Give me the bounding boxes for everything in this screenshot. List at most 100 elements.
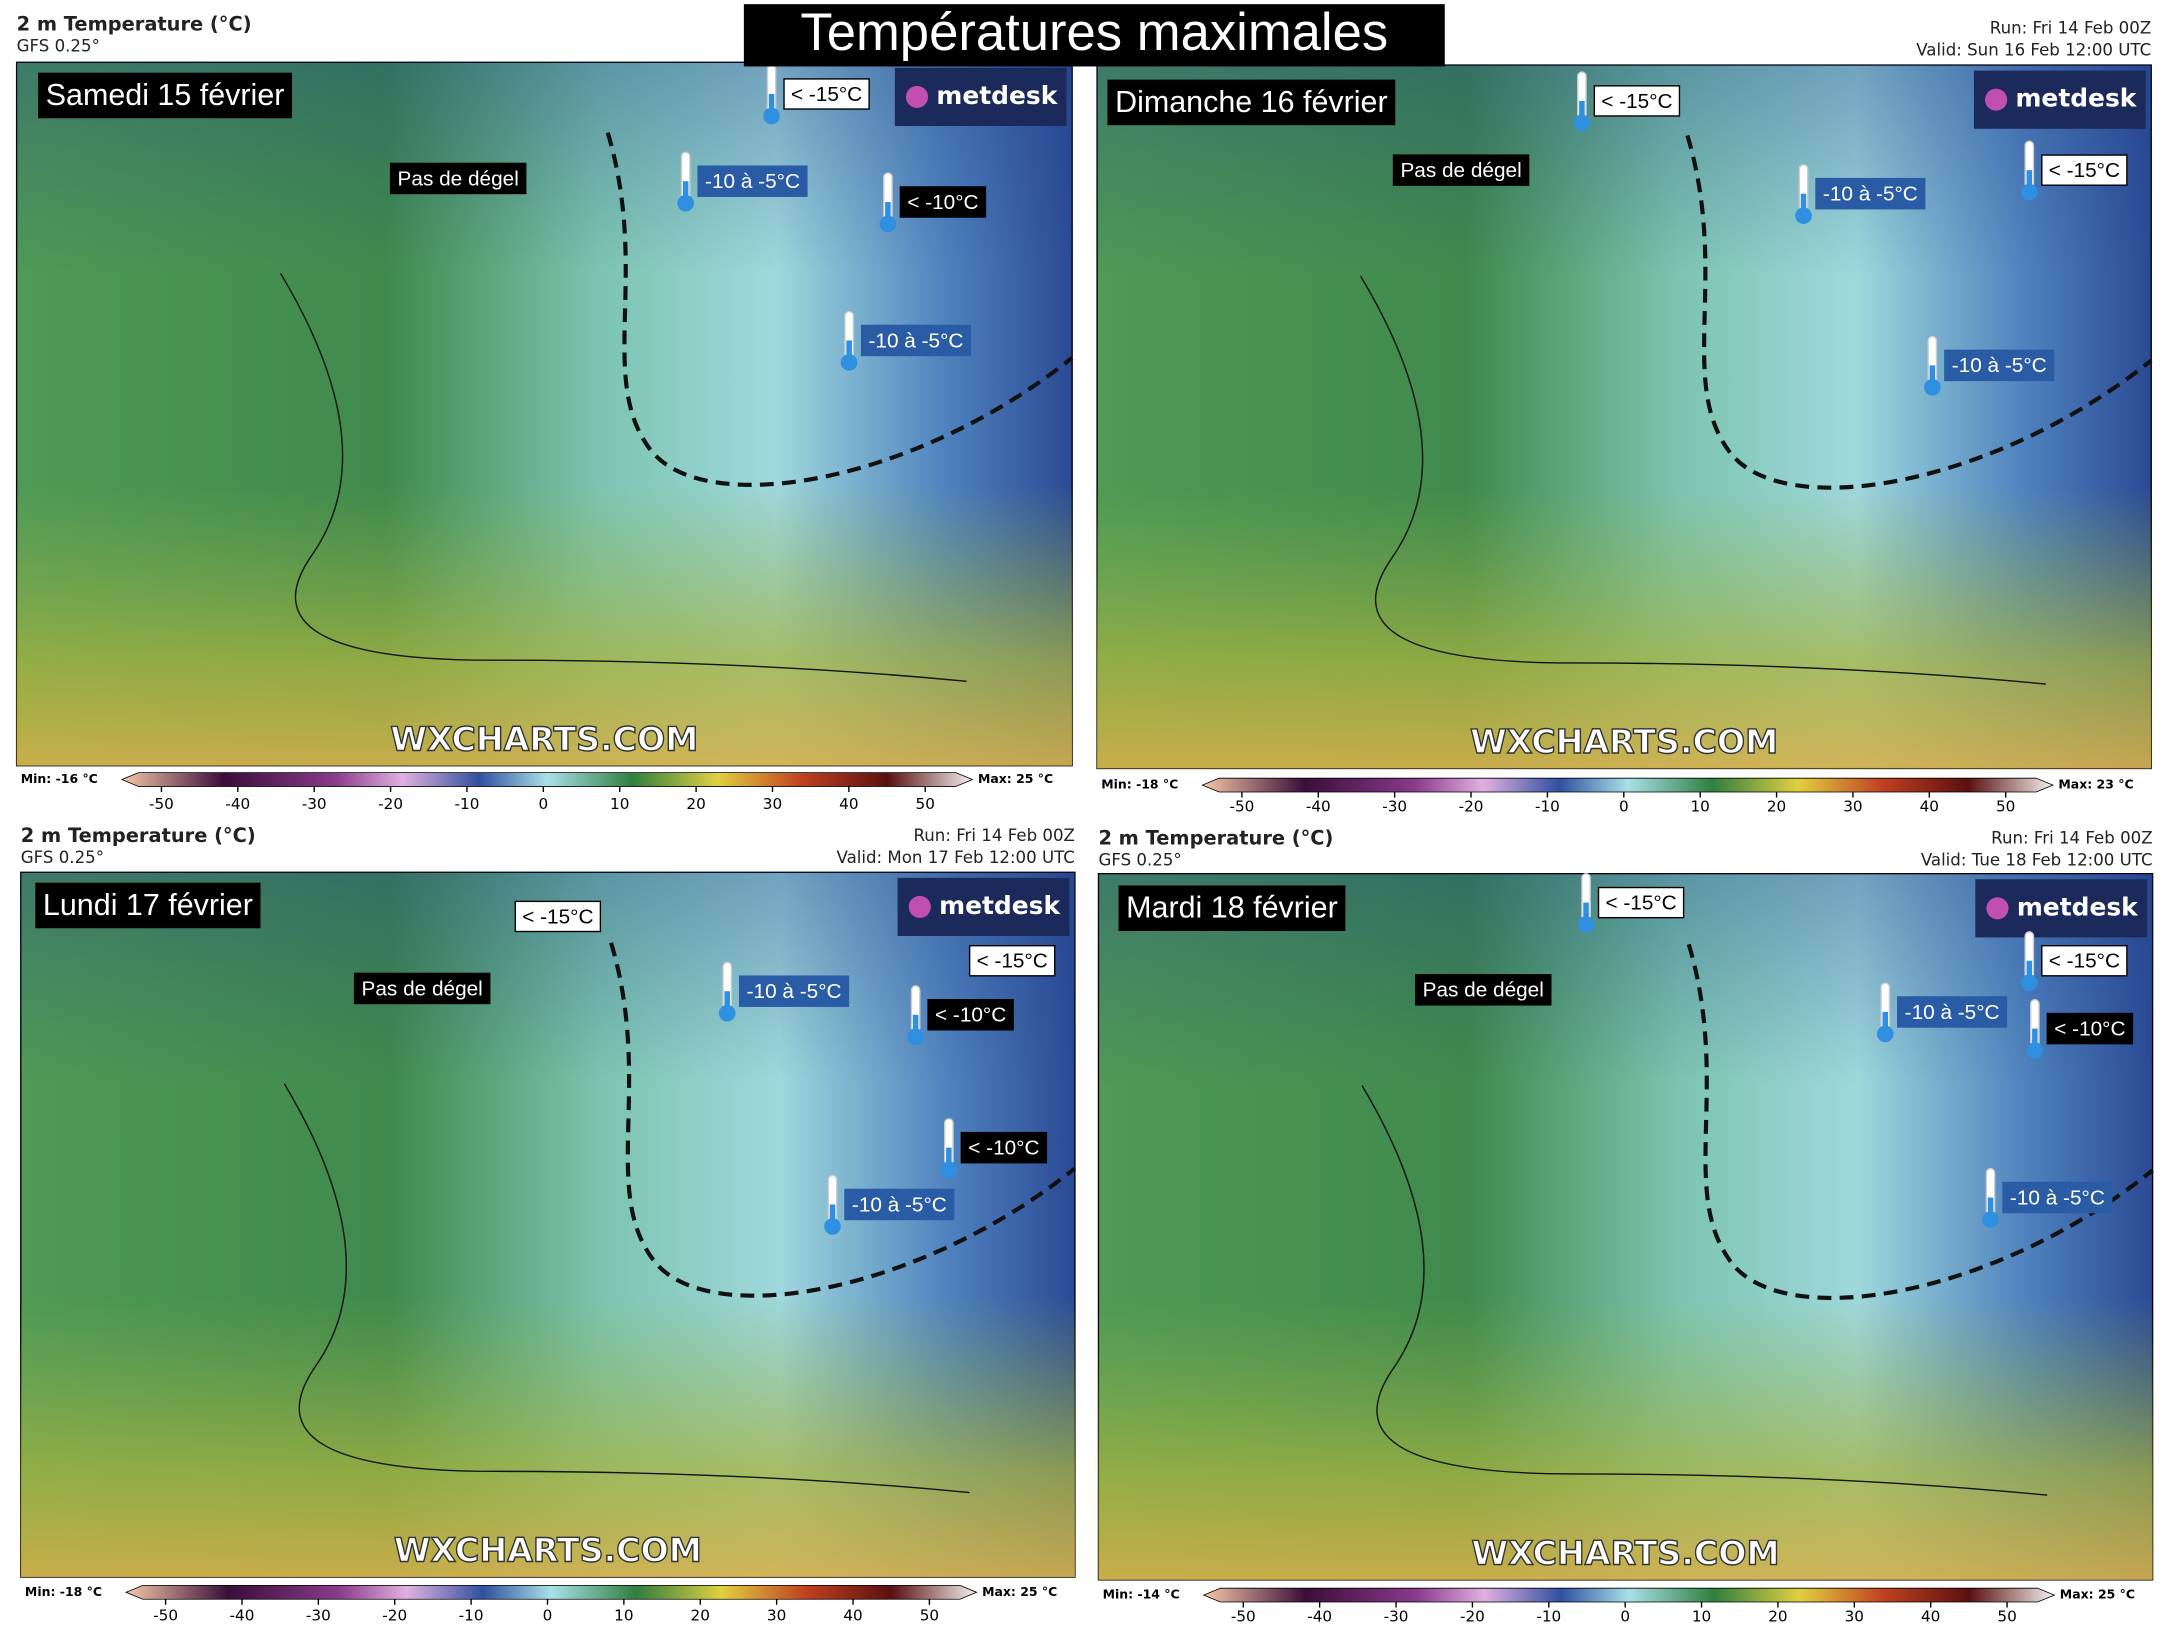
panel: 2 m Temperature (°C) GFS 0.25° metdesk WXCH… <box>15 12 1074 813</box>
colorbar-tick-label: 20 <box>1768 1608 1787 1626</box>
thermometer-bulb <box>2021 183 2038 201</box>
colorbar-tick-label: -50 <box>149 795 174 813</box>
main-title: Températures maximales <box>800 3 1388 62</box>
thermometer-fill <box>724 991 731 1007</box>
panel: 2 m Temperature (°C)GFS 0.25° Run: Fri 14… <box>20 824 1077 1624</box>
annotation: < -10°C <box>968 1137 1039 1160</box>
annotation: -10 à -5°C <box>2010 1186 2105 1209</box>
annotation-box <box>783 78 870 110</box>
annotation: Pas de dégel <box>1400 159 1521 182</box>
colorbar-tick-label: 0 <box>1620 1608 1630 1626</box>
thermometer-bulb <box>763 107 780 125</box>
annotation-box <box>697 165 808 197</box>
annotation: Pas de dégel <box>362 977 483 1000</box>
annotation-box <box>2002 1181 2113 1214</box>
colorbar-tick-label: 20 <box>1767 798 1786 816</box>
colorbar-tick-label: 40 <box>843 1606 862 1624</box>
thermometer-bulb <box>1577 916 1595 933</box>
map-shading <box>1097 65 2152 769</box>
annotation-box <box>2046 1012 2134 1045</box>
colorbar-tick-label: -40 <box>1306 798 1331 816</box>
colorbar-tick-label: -30 <box>1382 798 1407 816</box>
annotation: < -15°C <box>2049 950 2120 973</box>
colorbar-max: Max: 25 °C <box>978 771 1053 786</box>
annotation: -10 à -5°C <box>1905 1001 2000 1024</box>
header-title: 2 m Temperature (°C) <box>21 824 256 847</box>
annotation-box <box>1593 85 1681 117</box>
header-model: GFS 0.25° <box>1098 851 1181 870</box>
annotation-box <box>1897 996 2008 1028</box>
watermark: WXCHARTS.COM <box>1472 1533 1780 1572</box>
colorbar-tick-label: 10 <box>1692 1608 1711 1626</box>
thermometer-bulb <box>1795 207 1812 224</box>
colorbar-tick-label: -30 <box>1384 1608 1409 1626</box>
annotation: -10 à -5°C <box>705 170 800 193</box>
logo-icon <box>908 895 931 918</box>
thermometer-bulb <box>718 1004 736 1022</box>
colorbar <box>1201 777 2054 793</box>
colorbar-tick-label: -20 <box>378 795 403 813</box>
thermometer-bulb <box>1982 1211 1999 1228</box>
colorbar-tick-label: 30 <box>1845 1608 1864 1626</box>
annotation: -10 à -5°C <box>747 980 842 1003</box>
header-run: Run: Fri 14 Feb 00Z <box>913 826 1074 845</box>
colorbar-tick-label: -20 <box>1460 1608 1485 1626</box>
colorbar <box>1202 1587 2056 1603</box>
thermometer-fill <box>885 201 891 218</box>
logo: metdesk <box>2017 892 2139 921</box>
annotation: < -10°C <box>2054 1017 2125 1040</box>
colorbar <box>124 1584 978 1600</box>
colorbar-min: Min: -18 °C <box>1101 777 1178 792</box>
annotation: < -15°C <box>791 83 862 106</box>
day-label: Dimanche 16 février <box>1115 85 1388 119</box>
annotation-box <box>844 1188 955 1221</box>
logo: metdesk <box>2015 84 2137 113</box>
thermometer-fill <box>829 1204 836 1220</box>
day-label-box <box>38 72 293 119</box>
thermometer-bulb <box>1876 1025 1894 1043</box>
day-label: Lundi 17 février <box>43 888 253 922</box>
annotation-box <box>2041 154 2128 186</box>
panel: 2 m Temperature (°C)GFS 0.25° Run: Fri 14… <box>1097 827 2154 1626</box>
annotation-box <box>968 945 1056 977</box>
colorbar-tick-label: 30 <box>767 1606 786 1624</box>
thermometer-fill <box>2032 1028 2038 1044</box>
colorbar-tick-label: 0 <box>538 795 548 813</box>
annotation: -10 à -5°C <box>869 329 964 352</box>
colorbar-tick-label: 30 <box>763 795 782 813</box>
thermometer-bulb <box>2021 974 2038 992</box>
colorbar-tick-label: 20 <box>686 795 705 813</box>
header-valid: Valid: Tue 18 Feb 12:00 UTC <box>1921 851 2153 870</box>
map-shading <box>20 872 1075 1578</box>
colorbar-min: Min: -18 °C <box>25 1584 102 1599</box>
thermometer-fill <box>1583 902 1589 918</box>
day-label-box <box>1118 885 1346 932</box>
colorbar-tick-label: -10 <box>455 795 480 813</box>
colorbar-tick-label: -10 <box>459 1606 484 1624</box>
colorbar-tick-label: -50 <box>153 1606 178 1624</box>
colorbar-tick-label: -20 <box>382 1606 407 1624</box>
thermometer-fill <box>682 181 689 197</box>
colorbar-tick-label: 40 <box>1921 1608 1940 1626</box>
watermark: WXCHARTS.COM <box>394 1531 702 1570</box>
colorbar-max: Max: 25 °C <box>2060 1587 2135 1602</box>
annotation: Pas de dégel <box>1423 979 1544 1002</box>
annotation: < -15°C <box>522 905 593 928</box>
annotation: < -15°C <box>977 950 1048 973</box>
colorbar-tick-label: 0 <box>543 1606 553 1624</box>
thermometer-bulb <box>824 1218 841 1235</box>
thermometer-fill <box>1929 365 1936 381</box>
colorbar-tick-label: -40 <box>1307 1608 1332 1626</box>
thermometer-fill <box>2026 170 2033 186</box>
thermometer-fill <box>846 340 852 356</box>
watermark: WXCHARTS.COM <box>390 719 698 758</box>
colorbar-min: Min: -14 °C <box>1103 1587 1180 1602</box>
day-label: Samedi 15 février <box>46 78 285 112</box>
day-label: Mardi 18 février <box>1126 891 1338 925</box>
header-model: GFS 0.25° <box>17 37 100 56</box>
colorbar-tick-label: 10 <box>1690 798 1709 816</box>
coastline <box>283 1083 970 1494</box>
annotation: -10 à -5°C <box>1952 354 2047 377</box>
